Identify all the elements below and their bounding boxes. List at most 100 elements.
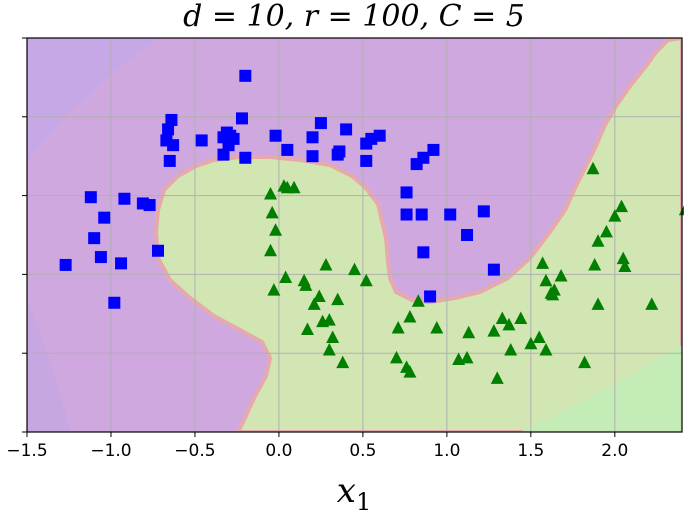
triangle-point-58 [490,371,504,384]
triangle-point-49 [608,209,622,222]
triangle-point-18 [322,313,336,326]
square-point-45 [94,251,107,264]
triangle-point-25 [411,294,425,307]
square-point-46 [115,257,128,270]
triangle-point-31 [462,325,476,339]
triangle-point-54 [591,234,605,247]
triangle-point-12 [348,262,361,276]
triangle-point-53 [678,205,684,216]
x-tick-label-5: 1.0 [433,441,460,461]
square-point-21 [333,145,346,158]
square-point-14 [239,151,252,164]
x-tick-label-0: −1.5 [6,441,47,461]
square-point-35 [477,205,490,218]
square-point-33 [444,208,457,221]
triangle-point-50 [616,251,630,265]
square-point-19 [314,117,327,130]
triangle-point-23 [391,320,405,334]
triangle-point-10 [299,278,313,291]
triangle-point-20 [326,330,340,343]
chart-title: d = 10, r = 100, C = 5 [183,0,525,34]
triangle-point-59 [403,365,417,378]
square-point-23 [360,154,373,167]
square-point-4 [167,139,180,152]
triangle-point-44 [539,273,553,287]
contour-tint-bottomright [520,345,682,432]
square-point-5 [163,154,176,167]
triangle-point-57 [539,343,553,356]
triangle-point-14 [312,289,326,302]
triangle-point-36 [524,336,538,350]
triangle-point-33 [495,311,509,325]
square-point-18 [306,150,319,163]
triangle-point-45 [578,355,592,369]
triangle-point-17 [331,292,345,306]
triangle-point-30 [460,350,474,364]
triangle-point-26 [430,320,444,334]
triangle-point-5 [269,223,283,236]
triangle-point-48 [615,199,629,213]
triangle-point-3 [264,187,278,200]
square-point-36 [487,263,500,276]
axis-ticks: −1.5 −1.0 −0.5 0.0 0.5 1.0 1.5 2.0 [6,37,628,461]
triangle-point-43 [554,268,568,282]
square-point-40 [118,192,131,205]
triangle-point-4 [265,205,279,219]
square-point-47 [59,258,72,271]
x-tick-label-3: 0.0 [265,441,292,461]
square-point-39 [84,191,97,204]
triangle-point-51 [618,259,632,273]
contour-tint-topleft [27,38,160,160]
triangle-point-55 [599,224,613,238]
triangle-point-42 [546,287,560,301]
square-point-34 [461,229,474,241]
triangle-point-34 [502,317,516,331]
square-point-0 [239,69,252,82]
square-point-29 [427,143,440,156]
class-1-region [153,38,682,432]
square-point-43 [98,211,111,224]
triangle-point-13 [359,273,373,287]
square-point-3 [165,113,178,126]
x-tick-label-1: −1.0 [90,441,131,461]
triangle-point-19 [300,322,314,336]
triangle-point-22 [336,355,350,369]
square-point-31 [400,208,413,221]
triangle-point-39 [536,256,550,269]
triangle-point-6 [264,243,278,257]
square-point-28 [417,151,430,164]
x-tick-label-2: −0.5 [174,441,215,461]
triangle-point-11 [319,257,333,271]
square-point-12 [222,139,235,152]
triangle-point-38 [504,343,518,356]
triangle-point-2 [280,180,294,194]
square-point-16 [281,143,294,156]
x-tick-label-4: 0.5 [349,441,376,461]
triangle-point-21 [322,343,336,356]
square-point-48 [152,244,164,257]
triangle-point-47 [586,161,600,175]
square-point-32 [415,208,428,221]
square-point-15 [269,129,282,142]
plot-frame [26,37,683,433]
x-tick-label-6: 1.5 [517,441,544,461]
triangle-point-46 [591,297,605,310]
triangle-point-35 [514,311,528,325]
triangle-point-8 [279,270,293,284]
triangle-point-24 [403,309,417,323]
square-point-22 [340,123,353,136]
square-point-49 [108,296,121,309]
square-point-37 [417,246,430,259]
triangle-point-16 [307,297,321,310]
data-markers [59,69,684,384]
square-point-44 [88,232,101,245]
square-point-26 [373,129,386,142]
triangle-point-7 [267,283,281,296]
square-point-11 [235,112,248,125]
square-point-13 [217,148,230,161]
x-axis-label: x1 [337,471,371,513]
square-point-38 [424,290,437,303]
square-point-6 [195,134,208,147]
triangle-point-56 [588,257,602,271]
